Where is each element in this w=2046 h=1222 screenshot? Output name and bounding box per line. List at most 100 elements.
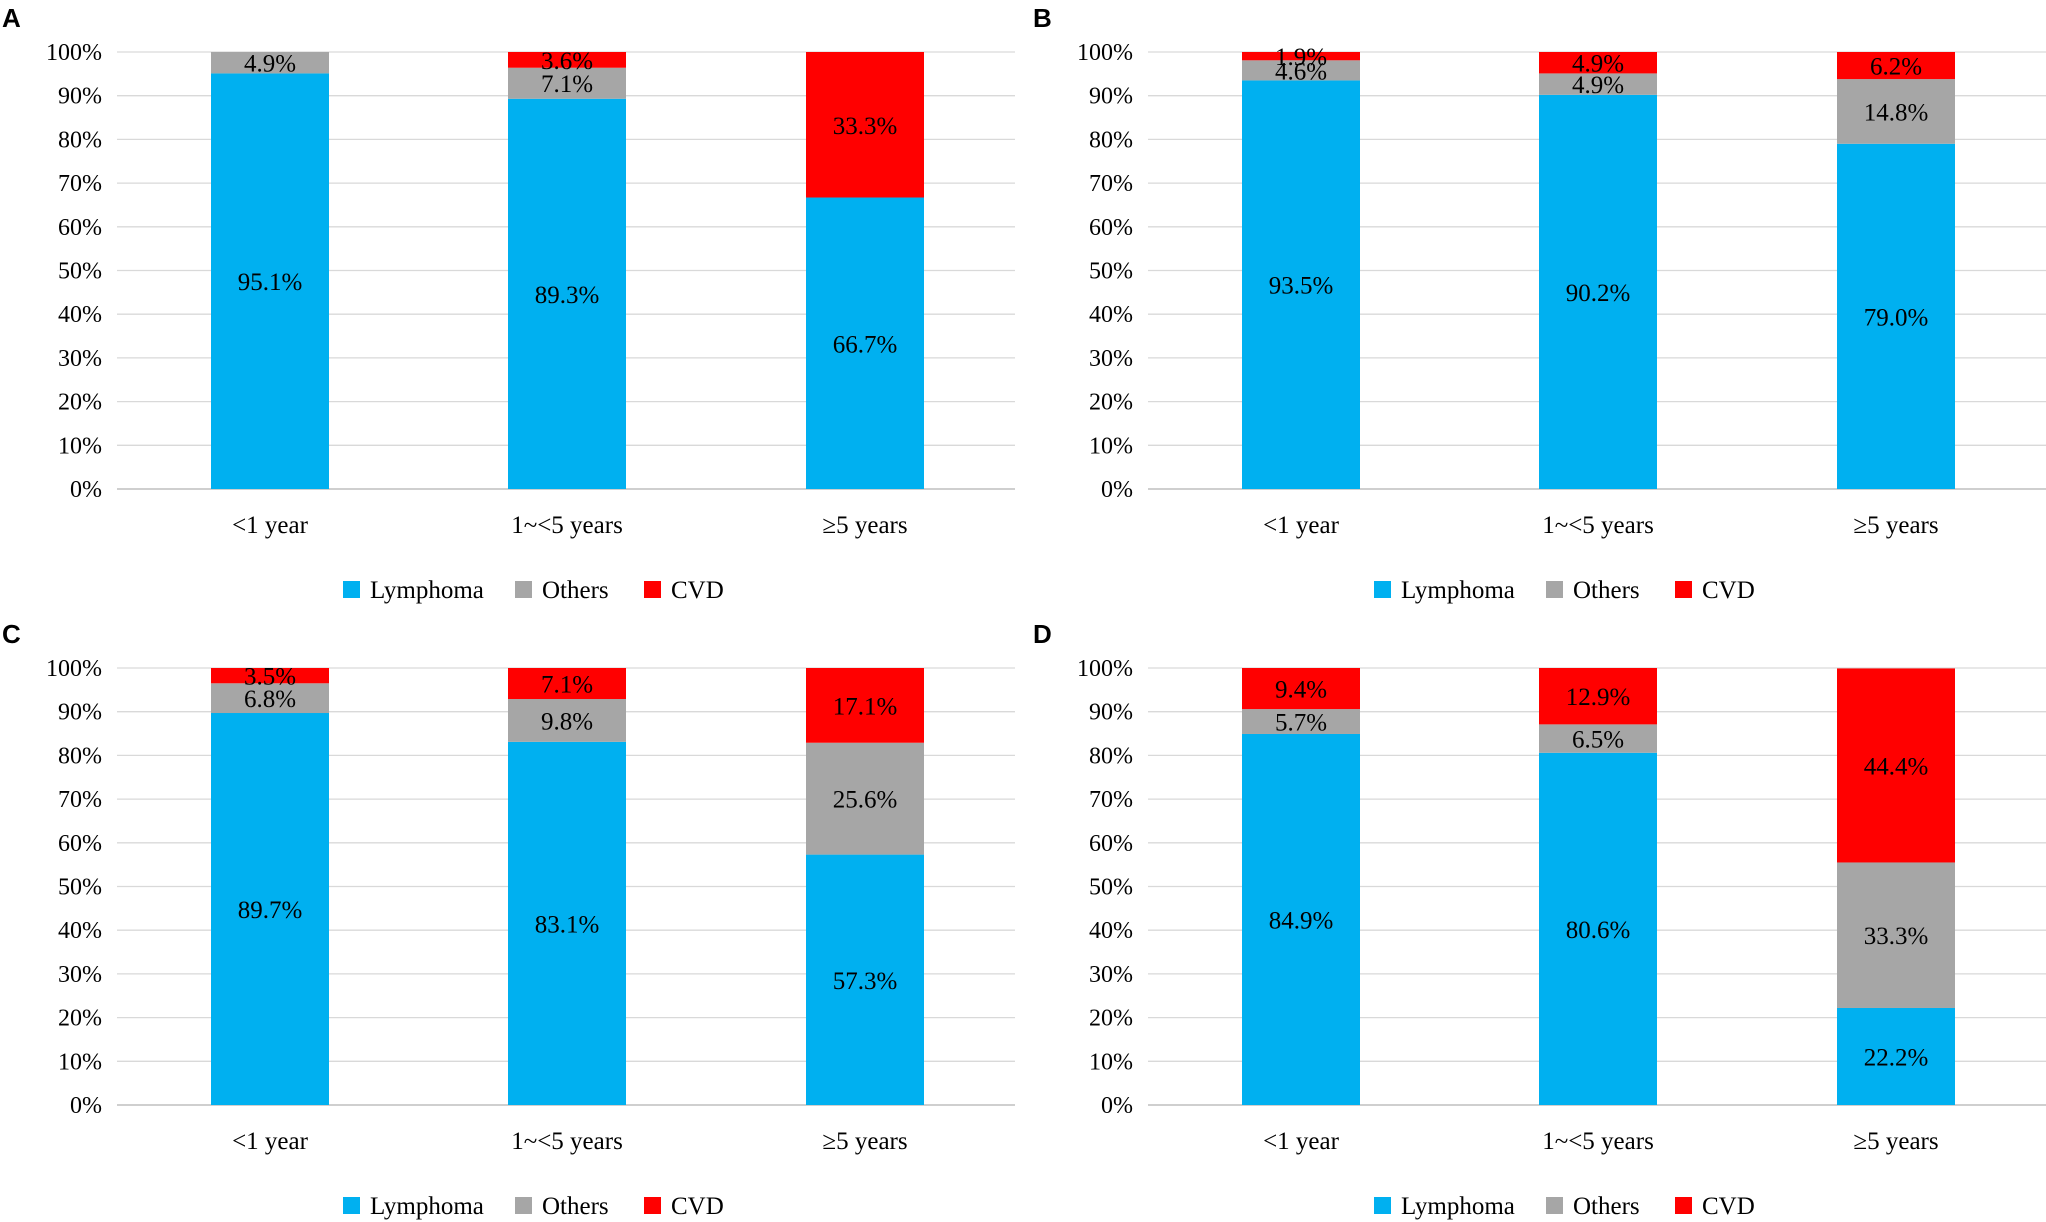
data-label-others: 4.9% [1572,72,1624,99]
data-label-cvd: 12.9% [1566,684,1631,711]
data-label-cvd: 7.1% [541,672,593,699]
legend-swatch-others [515,581,532,598]
data-label-others: 25.6% [833,787,898,814]
y-tick-label: 30% [1089,962,1133,988]
category-label: 1~<5 years [511,512,623,539]
category-label: <1 year [232,1128,309,1155]
panel-letter: B [1033,3,1052,33]
bar-segment-lymphoma [1539,94,1657,490]
bar-segment-cvd [1539,52,1657,74]
bar-segment-lymphoma [508,741,626,1105]
category-label: <1 year [1263,1128,1340,1155]
legend-label-cvd: CVD [671,577,724,604]
category-label: <1 year [232,512,309,539]
legend-swatch-cvd [644,1197,661,1214]
bar-segment-lymphoma [1837,1007,1955,1105]
y-tick-label: 10% [1089,433,1133,459]
data-label-lymphoma: 57.3% [833,968,898,995]
data-label-cvd: 44.4% [1864,753,1929,780]
data-label-others: 5.7% [1275,710,1327,737]
bar-segment-others [211,52,329,74]
y-tick-label: 60% [1089,215,1133,241]
data-label-cvd: 17.1% [833,693,898,720]
data-label-lymphoma: 80.6% [1566,917,1631,944]
legend-label-lymphoma: Lymphoma [1401,577,1515,604]
legend-swatch-cvd [1675,581,1692,598]
legend: Lymphoma Others CVD [343,577,724,604]
legend-label-cvd: CVD [1702,1193,1755,1220]
chart-panel-b: B 0% 10% 20% 30% 40% 50% 60% 70% 80% 90% 100% 93.5% 4… [1033,3,2046,604]
legend-swatch-others [1546,1197,1563,1214]
legend-label-others: Others [1573,577,1640,604]
y-tick-label: 90% [58,700,102,726]
legend: Lymphoma Others CVD [1374,1193,1755,1220]
bar-segment-lymphoma [508,98,626,489]
data-label-lymphoma: 83.1% [535,911,600,938]
data-label-cvd: 3.5% [244,664,296,691]
data-label-cvd: 9.4% [1275,677,1327,704]
data-label-lymphoma: 79.0% [1864,304,1929,331]
category-label: 1~<5 years [1542,512,1654,539]
category-label: <1 year [1263,512,1340,539]
bar-segment-lymphoma [1242,80,1360,489]
y-tick-label: 50% [1089,259,1133,285]
y-tick-label: 60% [58,831,102,857]
y-tick-label: 80% [1089,743,1133,769]
chart-panel-a: A 0% 10% 20% 30% 40% 50% 60% 70% 80% 90% 100% 95.1% 4… [2,3,1015,604]
bar-segment-cvd [1837,668,1955,863]
data-label-cvd: 4.9% [1572,51,1624,78]
data-label-cvd: 1.9% [1275,44,1327,71]
y-tick-label: 70% [1089,787,1133,813]
y-tick-label: 20% [58,390,102,416]
chart-panel-d: D 0% 10% 20% 30% 40% 50% 60% 70% 80% 90% 100% 84.9% 5… [1033,619,2046,1220]
bar-segment-others [508,67,626,99]
y-tick-label: 50% [1089,875,1133,901]
data-label-lymphoma: 89.7% [238,897,303,924]
category-label: 1~<5 years [511,1128,623,1155]
legend-label-others: Others [542,1193,609,1220]
y-tick-label: 100% [1077,40,1133,66]
y-tick-label: 30% [58,962,102,988]
y-tick-label: 10% [58,1049,102,1075]
bar-segment-lymphoma [806,197,924,489]
bar-segment-cvd [806,668,924,743]
bar-segment-lymphoma [211,73,329,490]
data-label-cvd: 33.3% [833,113,898,140]
bar-segment-others [1837,79,1955,144]
data-label-cvd: 6.2% [1870,54,1922,81]
category-label: 1~<5 years [1542,1128,1654,1155]
bar-segment-lymphoma [806,854,924,1105]
y-tick-label: 50% [58,259,102,285]
bar-segment-cvd [508,668,626,700]
data-label-cvd: 3.6% [541,48,593,75]
legend-swatch-lymphoma [343,581,360,598]
bar-segment-others [508,699,626,742]
y-tick-label: 0% [1101,477,1133,503]
y-tick-label: 70% [58,787,102,813]
bar-segment-lymphoma [1539,752,1657,1105]
y-tick-label: 60% [1089,831,1133,857]
bar-segment-others [806,742,924,855]
y-tick-label: 80% [58,127,102,153]
data-label-others: 33.3% [1864,923,1929,950]
bar-segment-cvd [1539,668,1657,725]
legend: Lymphoma Others CVD [343,1193,724,1220]
panel-letter: D [1033,619,1052,649]
y-tick-label: 100% [1077,656,1133,682]
legend-swatch-others [1546,581,1563,598]
y-tick-label: 40% [58,918,102,944]
bar-segment-others [1242,709,1360,734]
data-label-lymphoma: 84.9% [1269,907,1334,934]
legend-swatch-lymphoma [1374,581,1391,598]
data-label-lymphoma: 66.7% [833,331,898,358]
bar-segment-cvd [1242,52,1360,61]
bar-segment-others [1539,724,1657,753]
y-tick-label: 20% [1089,1006,1133,1032]
legend-label-lymphoma: Lymphoma [370,577,484,604]
legend-label-others: Others [1573,1193,1640,1220]
data-label-lymphoma: 90.2% [1566,280,1631,307]
legend-swatch-lymphoma [1374,1197,1391,1214]
chart-panel-c: C 0% 10% 20% 30% 40% 50% 60% 70% 80% 90% 100% 89.7% 6… [2,619,1015,1220]
data-label-others: 6.8% [244,686,296,713]
